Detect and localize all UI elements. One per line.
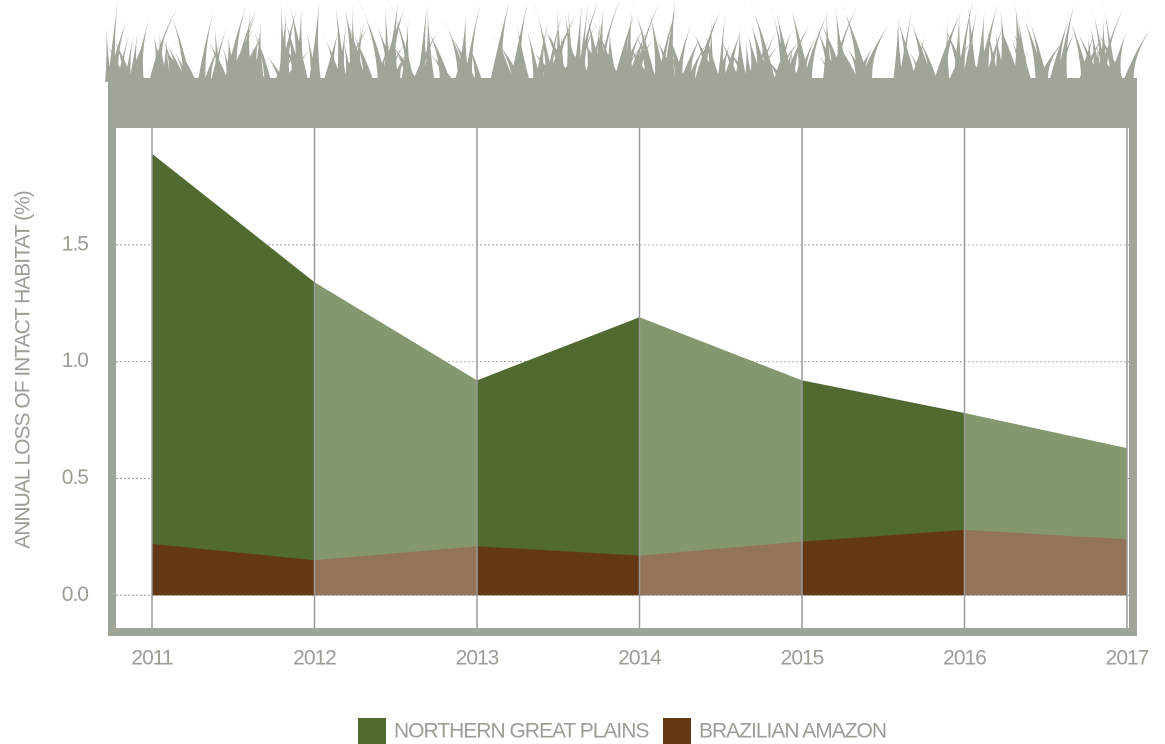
chart: ANNUAL LOSS OF INTACT HABITAT (%) NORTHE… — [0, 0, 1165, 744]
x-tick-label: 2014 — [618, 647, 662, 670]
shade-band — [965, 128, 1128, 595]
plot-area — [116, 128, 1129, 628]
legend-swatch — [663, 718, 691, 744]
grass-blades — [103, 0, 1151, 82]
legend: NORTHERN GREAT PLAINS BRAZILIAN AMAZON — [358, 718, 886, 744]
x-tick-label: 2013 — [456, 647, 499, 670]
x-tick-label: 2012 — [293, 647, 336, 670]
shade-band — [315, 128, 478, 595]
grass-decoration — [103, 0, 1151, 124]
legend-label: NORTHERN GREAT PLAINS — [394, 720, 649, 743]
x-tick-label: 2011 — [131, 647, 172, 670]
shade-band — [640, 128, 803, 595]
y-axis-label: ANNUAL LOSS OF INTACT HABITAT (%) — [12, 191, 35, 549]
legend-swatch — [358, 718, 386, 744]
y-tick-label: 0.0 — [62, 583, 89, 606]
y-tick-label: 0.5 — [62, 466, 89, 489]
legend-label: BRAZILIAN AMAZON — [699, 720, 886, 743]
x-tick-label: 2015 — [781, 647, 824, 670]
y-tick-label: 1.5 — [62, 232, 89, 255]
y-tick-label: 1.0 — [62, 349, 89, 372]
x-tick-label: 2016 — [943, 647, 986, 670]
grass-base — [108, 78, 1137, 124]
x-tick-label: 2017 — [1106, 647, 1149, 670]
